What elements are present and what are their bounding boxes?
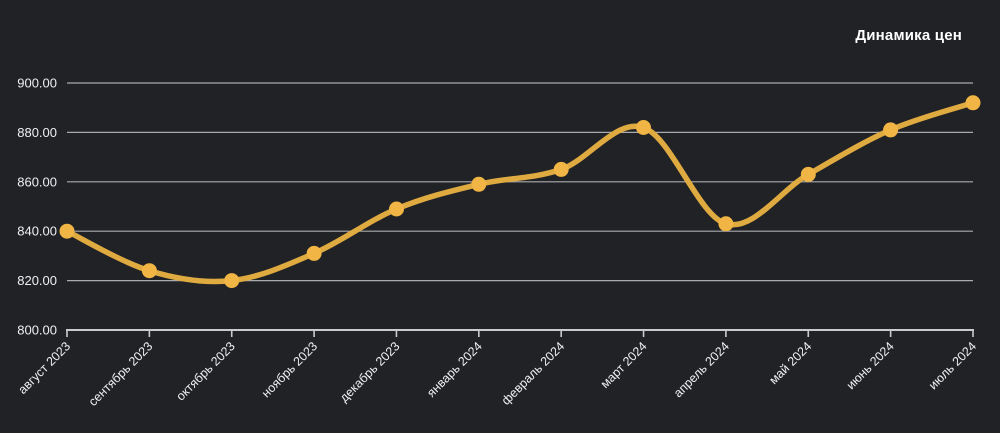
y-axis-label: 900.00 <box>17 76 57 91</box>
data-point[interactable] <box>141 263 157 279</box>
x-axis-label: октябрь 2023 <box>174 339 238 403</box>
y-axis-label: 840.00 <box>17 224 57 239</box>
y-axis-label: 820.00 <box>17 273 57 288</box>
data-point[interactable] <box>306 245 322 261</box>
data-point[interactable] <box>965 95 981 111</box>
x-axis-label: август 2023 <box>15 339 73 397</box>
data-point[interactable] <box>800 166 816 182</box>
x-axis-label: май 2024 <box>766 339 814 387</box>
data-point[interactable] <box>553 161 569 177</box>
x-axis-label: январь 2024 <box>424 339 485 400</box>
y-axis-label: 880.00 <box>17 125 57 140</box>
x-axis-label: сентябрь 2023 <box>86 339 156 409</box>
chart-title: Динамика цен <box>855 27 962 44</box>
x-axis-label: июль 2024 <box>926 339 979 392</box>
data-point[interactable] <box>883 122 899 138</box>
series-line <box>64 100 976 285</box>
data-point[interactable] <box>636 120 651 135</box>
x-axis-label: март 2024 <box>598 339 650 391</box>
x-axis-label: ноябрь 2023 <box>259 339 320 400</box>
x-axis-label: февраль 2024 <box>499 339 568 408</box>
data-point[interactable] <box>59 223 75 239</box>
y-axis-label: 860.00 <box>17 174 57 189</box>
data-point[interactable] <box>718 216 734 232</box>
x-axis-label: июнь 2024 <box>844 339 897 392</box>
data-point[interactable] <box>471 176 487 192</box>
x-axis-label: апрель 2024 <box>671 339 732 400</box>
data-point[interactable] <box>389 201 404 217</box>
y-axis-label: 800.00 <box>17 323 57 338</box>
data-point[interactable] <box>224 273 240 289</box>
x-axis-label: декабрь 2023 <box>337 339 403 405</box>
